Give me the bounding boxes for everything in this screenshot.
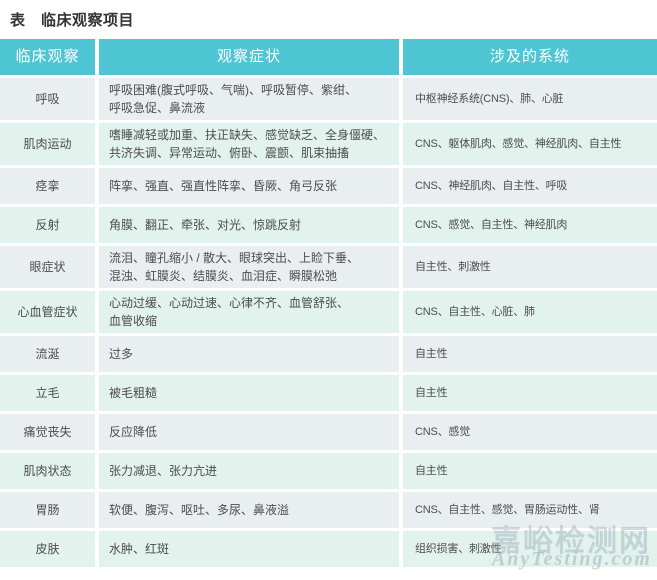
table-row-eye-symptoms: 眼症状 流泪、瞳孔缩小 / 散大、眼球突出、上睑下垂、 混浊、虹膜炎、结膜炎、血… xyxy=(0,246,657,288)
cell-systems: 组织损害、刺激性 xyxy=(403,531,657,567)
cell-systems: 自主性、刺激性 xyxy=(403,246,657,288)
cell-observation: 痉挛 xyxy=(0,168,95,204)
table-row-cardiovascular: 心血管症状 心动过缓、心动过速、心律不齐、血管舒张、 血管收缩 CNS、自主性、… xyxy=(0,291,657,333)
cell-symptoms: 反应降低 xyxy=(99,414,399,450)
table-row-salivation: 流涎 过多 自主性 xyxy=(0,336,657,372)
table-row-gastrointestinal: 胃肠 软便、腹泻、呕吐、多尿、鼻液溢 CNS、自主性、感觉、胃肠运动性、肾 xyxy=(0,492,657,528)
cell-systems: 中枢神经系统(CNS)、肺、心脏 xyxy=(403,78,657,120)
table-row-piloerection: 立毛 被毛粗糙 自主性 xyxy=(0,375,657,411)
cell-symptoms: 阵挛、强直、强直性阵挛、昏厥、角弓反张 xyxy=(99,168,399,204)
header-systems-involved: 涉及的系统 xyxy=(403,39,657,75)
table-row-muscle-tone: 肌肉状态 张力减退、张力亢进 自主性 xyxy=(0,453,657,489)
cell-symptoms: 流泪、瞳孔缩小 / 散大、眼球突出、上睑下垂、 混浊、虹膜炎、结膜炎、血泪症、瞬… xyxy=(99,246,399,288)
cell-systems: CNS、神经肌肉、自主性、呼吸 xyxy=(403,168,657,204)
cell-observation: 痛觉丧失 xyxy=(0,414,95,450)
cell-observation: 立毛 xyxy=(0,375,95,411)
cell-observation: 反射 xyxy=(0,207,95,243)
cell-systems: CNS、感觉、自主性、神经肌肉 xyxy=(403,207,657,243)
cell-systems: CNS、感觉 xyxy=(403,414,657,450)
cell-symptoms: 过多 xyxy=(99,336,399,372)
cell-observation: 流涎 xyxy=(0,336,95,372)
cell-symptoms: 嗜睡减轻或加重、扶正缺失、感觉缺乏、全身僵硬、 共济失调、异常运动、俯卧、震颤、… xyxy=(99,123,399,165)
table-header-row: 临床观察 观察症状 涉及的系统 xyxy=(0,39,657,75)
cell-systems: CNS、躯体肌肉、感觉、神经肌肉、自主性 xyxy=(403,123,657,165)
cell-observation: 胃肠 xyxy=(0,492,95,528)
cell-observation: 呼吸 xyxy=(0,78,95,120)
header-clinical-observation: 临床观察 xyxy=(0,39,95,75)
header-observed-symptoms: 观察症状 xyxy=(99,39,399,75)
clinical-observation-table: 临床观察 观察症状 涉及的系统 呼吸 呼吸困难(腹式呼吸、气喘)、呼吸暂停、紫绀… xyxy=(0,39,657,567)
table-row-analgesia: 痛觉丧失 反应降低 CNS、感觉 xyxy=(0,414,657,450)
cell-symptoms: 被毛粗糙 xyxy=(99,375,399,411)
cell-observation: 心血管症状 xyxy=(0,291,95,333)
table-row-skin: 皮肤 水肿、红斑 组织损害、刺激性 xyxy=(0,531,657,567)
table-row-convulsion: 痉挛 阵挛、强直、强直性阵挛、昏厥、角弓反张 CNS、神经肌肉、自主性、呼吸 xyxy=(0,168,657,204)
cell-symptoms: 水肿、红斑 xyxy=(99,531,399,567)
cell-symptoms: 角膜、翻正、牵张、对光、惊跳反射 xyxy=(99,207,399,243)
cell-observation: 肌肉运动 xyxy=(0,123,95,165)
cell-systems: CNS、自主性、心脏、肺 xyxy=(403,291,657,333)
table-row-respiration: 呼吸 呼吸困难(腹式呼吸、气喘)、呼吸暂停、紫绀、 呼吸急促、鼻流液 中枢神经系… xyxy=(0,78,657,120)
cell-observation: 肌肉状态 xyxy=(0,453,95,489)
cell-symptoms: 心动过缓、心动过速、心律不齐、血管舒张、 血管收缩 xyxy=(99,291,399,333)
cell-symptoms: 呼吸困难(腹式呼吸、气喘)、呼吸暂停、紫绀、 呼吸急促、鼻流液 xyxy=(99,78,399,120)
cell-systems: 自主性 xyxy=(403,375,657,411)
cell-observation: 皮肤 xyxy=(0,531,95,567)
cell-observation: 眼症状 xyxy=(0,246,95,288)
cell-symptoms: 张力减退、张力亢进 xyxy=(99,453,399,489)
table-row-muscle-movement: 肌肉运动 嗜睡减轻或加重、扶正缺失、感觉缺乏、全身僵硬、 共济失调、异常运动、俯… xyxy=(0,123,657,165)
cell-systems: 自主性 xyxy=(403,336,657,372)
table-title: 表 临床观察项目 xyxy=(10,12,135,29)
cell-systems: CNS、自主性、感觉、胃肠运动性、肾 xyxy=(403,492,657,528)
cell-symptoms: 软便、腹泻、呕吐、多尿、鼻液溢 xyxy=(99,492,399,528)
table-row-reflex: 反射 角膜、翻正、牵张、对光、惊跳反射 CNS、感觉、自主性、神经肌肉 xyxy=(0,207,657,243)
cell-systems: 自主性 xyxy=(403,453,657,489)
